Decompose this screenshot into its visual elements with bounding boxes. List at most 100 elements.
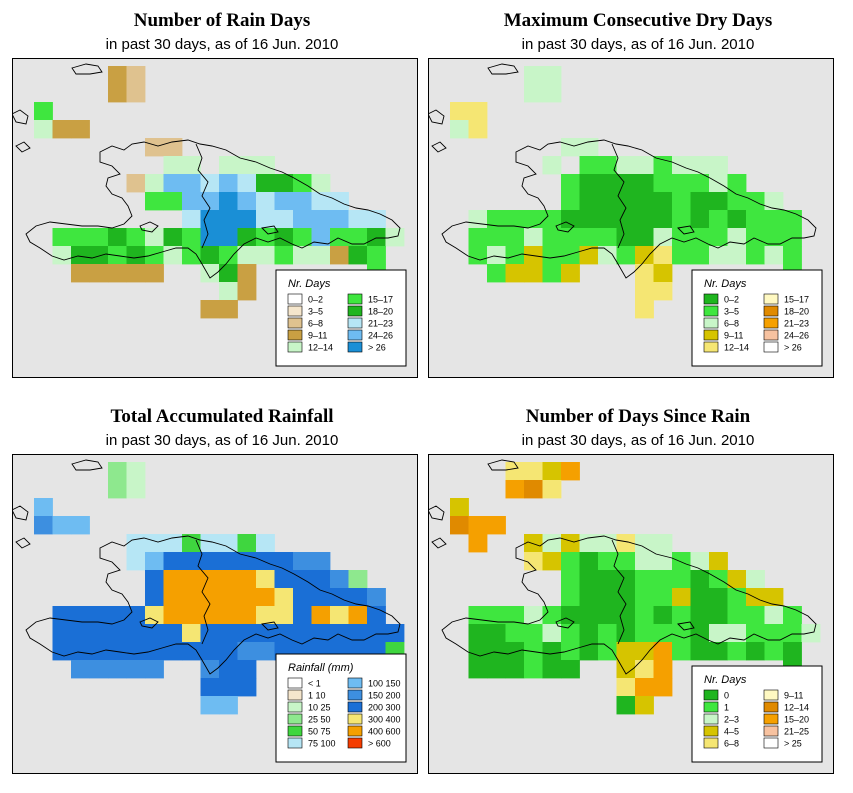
panel-subtitle: in past 30 days, as of 16 Jun. 2010	[521, 432, 755, 449]
grid-cell	[330, 588, 349, 607]
grid-cell	[653, 210, 673, 229]
grid-cell	[746, 642, 765, 661]
grid-cell	[616, 588, 636, 607]
grid-cell	[237, 534, 257, 553]
grid-cell	[542, 84, 562, 103]
grid-cell	[163, 588, 183, 607]
legend-label: 3–5	[308, 307, 323, 317]
grid-cell	[764, 210, 784, 229]
grid-cell	[468, 642, 488, 661]
island-outline	[487, 63, 519, 75]
grid-cell	[219, 264, 238, 283]
map-frame	[428, 454, 834, 774]
grid-cell	[653, 174, 673, 193]
grid-cell	[653, 228, 673, 247]
panel-title: Maximum Consecutive Dry Days	[503, 10, 773, 31]
island-outline	[12, 505, 29, 521]
grid-cell	[579, 228, 599, 247]
panel-days-since-rain: Number of Days Since Rain in past 30 day…	[428, 396, 848, 786]
grid-cell	[598, 174, 617, 193]
grid-cell	[200, 642, 220, 661]
grid-cell	[468, 624, 488, 643]
grid-cell	[200, 228, 220, 247]
grid-cell	[616, 624, 636, 643]
grid-cell	[542, 264, 562, 283]
hispaniola-coastline	[441, 139, 817, 279]
grid-cell	[672, 174, 691, 193]
grid-cell	[311, 210, 331, 229]
grid-cell	[746, 228, 765, 247]
island-outline	[431, 141, 447, 153]
legend-label: 24–26	[368, 331, 393, 341]
grid-cell	[690, 588, 710, 607]
grid-cell	[709, 552, 728, 571]
legend-title: Nr. Days	[288, 278, 331, 290]
panel-rain-days: Number of Rain Days in past 30 days, as …	[12, 0, 432, 390]
grid-cell	[348, 228, 368, 247]
grid-cell	[783, 624, 802, 643]
grid-cell	[311, 606, 331, 625]
legend-label: 12–14	[724, 343, 749, 353]
country-outlines	[12, 63, 401, 279]
grid-cell	[709, 624, 728, 643]
grid-cell	[145, 552, 164, 571]
grid-cell	[200, 246, 220, 265]
grid-cell	[524, 84, 543, 103]
grid-cell	[237, 642, 257, 661]
grid-cell	[200, 624, 220, 643]
grid-cell	[598, 642, 617, 661]
legend-swatch	[347, 713, 363, 725]
grid-cell	[450, 120, 469, 139]
grid-cell	[126, 480, 146, 499]
grid-cell	[672, 228, 691, 247]
legend-label: 12–14	[308, 343, 333, 353]
grid-cell	[635, 534, 654, 553]
grid-cell	[653, 588, 673, 607]
grid-cell	[505, 462, 525, 481]
grid-cell	[108, 606, 127, 625]
grid-cell	[182, 210, 201, 229]
legend-label: 15–20	[784, 715, 809, 725]
grid-cell	[727, 642, 747, 661]
grid-cell	[542, 642, 562, 661]
grid-cell	[145, 606, 164, 625]
island-outline	[71, 63, 103, 75]
grid-cell	[126, 660, 146, 679]
grid-cell	[561, 606, 580, 625]
grid-cell	[311, 570, 331, 589]
legend-swatch	[763, 713, 779, 725]
lake-outline	[139, 221, 159, 233]
grid-cell	[89, 246, 109, 265]
legend-label: 25 50	[308, 715, 331, 725]
grid-cell	[330, 624, 349, 643]
grid-cell	[126, 642, 146, 661]
island-outline	[487, 459, 519, 471]
grid-cell	[145, 264, 164, 283]
legend-label: > 600	[368, 739, 391, 749]
grid-cell	[219, 246, 238, 265]
grid-cell	[672, 588, 691, 607]
grid-cell	[616, 228, 636, 247]
legend-title: Rainfall (mm)	[288, 662, 354, 674]
grid-cell	[330, 228, 349, 247]
grid-cell	[108, 228, 127, 247]
grid-cell	[487, 264, 506, 283]
grid-cell	[709, 192, 728, 211]
grid-cell	[163, 570, 183, 589]
grid-cell	[145, 588, 164, 607]
grid-cell	[487, 642, 506, 661]
grid-cell	[542, 660, 562, 679]
island-outline	[15, 537, 31, 549]
grid-cell	[635, 624, 654, 643]
island-outline	[428, 505, 445, 521]
grid-cell	[653, 534, 673, 553]
grid-cell	[163, 624, 183, 643]
grid-cell	[89, 264, 109, 283]
legend: Nr. Days 0 1 2–3 4–5 6–8 9–11 12–14 15–20 21–25 > …	[691, 665, 823, 763]
grid-cell	[616, 210, 636, 229]
grid-cell	[690, 174, 710, 193]
grid-cell	[635, 264, 654, 283]
grid-cell	[672, 624, 691, 643]
grid-cell	[163, 552, 183, 571]
grid-cell	[200, 678, 220, 697]
